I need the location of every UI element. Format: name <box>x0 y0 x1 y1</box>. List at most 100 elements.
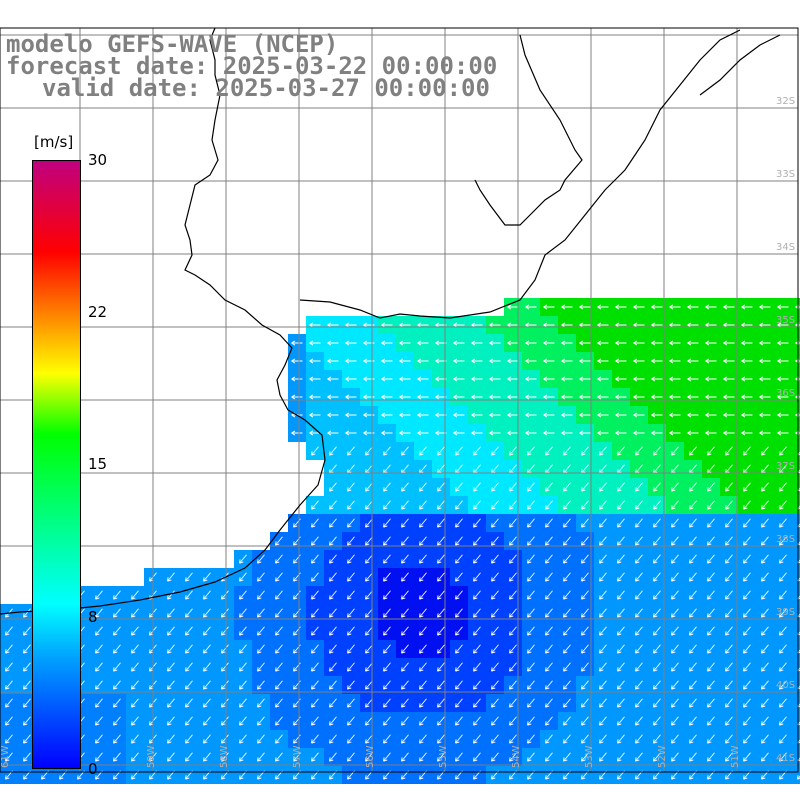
wind-arrow <box>363 376 375 382</box>
wind-arrow <box>671 752 679 762</box>
wind-speed-cell <box>792 766 800 784</box>
wind-arrow <box>491 752 499 762</box>
wind-arrow <box>779 518 787 528</box>
wind-arrow <box>275 644 283 654</box>
wind-arrow <box>275 608 283 618</box>
wind-arrow <box>561 304 573 310</box>
wind-arrow <box>653 482 661 492</box>
wind-arrow <box>617 752 625 762</box>
wind-arrow <box>725 752 733 762</box>
wind-arrow <box>437 644 445 654</box>
wind-arrow <box>381 340 393 346</box>
wind-arrow <box>779 698 787 708</box>
wind-arrow <box>437 752 445 762</box>
wind-arrow <box>309 412 321 418</box>
wind-arrow <box>363 340 375 346</box>
wind-arrow <box>543 376 555 382</box>
wind-arrow <box>725 536 733 546</box>
wind-arrow <box>581 500 589 510</box>
wind-arrow <box>221 608 229 618</box>
wind-arrow <box>167 680 175 690</box>
wind-arrow <box>617 644 625 654</box>
longitude-label: 53W <box>584 745 595 768</box>
latitude-label: 33S <box>776 169 795 180</box>
wind-arrow <box>599 716 607 726</box>
wind-arrow <box>705 394 717 400</box>
wind-arrow <box>455 554 463 564</box>
wind-arrow <box>617 662 625 672</box>
wind-arrow <box>527 662 535 672</box>
wind-arrow <box>489 412 501 418</box>
wind-arrow <box>743 698 751 708</box>
wind-arrow <box>561 340 573 346</box>
wind-arrow <box>525 430 537 436</box>
wind-speed-cell <box>792 550 800 568</box>
wind-arrow <box>543 340 555 346</box>
wind-arrow <box>779 500 787 510</box>
wind-arrow <box>563 662 571 672</box>
wind-arrow <box>309 358 321 364</box>
wind-arrow <box>347 680 355 690</box>
wind-arrow <box>401 608 409 618</box>
wind-arrow <box>579 394 591 400</box>
wind-arrow <box>525 412 537 418</box>
wind-arrow <box>725 734 733 744</box>
wind-arrow <box>725 446 733 456</box>
wind-arrow <box>257 554 265 564</box>
wind-arrow <box>617 500 625 510</box>
wind-arrow <box>723 358 735 364</box>
coastline <box>0 27 781 615</box>
wind-arrow <box>399 394 411 400</box>
wind-arrow <box>113 734 121 744</box>
wind-arrow <box>203 662 211 672</box>
wind-arrow <box>311 554 319 564</box>
wind-speed-cell <box>792 514 800 532</box>
wind-arrow <box>401 536 409 546</box>
wind-arrow <box>453 412 465 418</box>
wind-arrow <box>525 358 537 364</box>
wind-arrow <box>761 626 769 636</box>
wind-arrow <box>275 572 283 582</box>
wind-arrow <box>509 482 517 492</box>
wind-arrow <box>723 430 735 436</box>
wind-arrow <box>185 626 193 636</box>
wind-arrow <box>653 626 661 636</box>
wind-arrow <box>491 644 499 654</box>
wind-arrow <box>687 358 699 364</box>
wind-arrow <box>599 626 607 636</box>
wind-arrow <box>723 412 735 418</box>
wind-arrow <box>383 734 391 744</box>
wind-arrow <box>437 734 445 744</box>
wind-arrow <box>527 536 535 546</box>
wind-arrow <box>707 716 715 726</box>
wind-arrow <box>779 554 787 564</box>
wind-arrow <box>455 698 463 708</box>
wind-arrow <box>471 430 483 436</box>
wind-arrow <box>617 734 625 744</box>
wind-arrow <box>563 680 571 690</box>
wind-arrow <box>779 446 787 456</box>
wind-arrow <box>437 590 445 600</box>
wind-arrow <box>311 626 319 636</box>
wind-arrow <box>417 358 429 364</box>
wind-arrow <box>615 304 627 310</box>
wind-arrow <box>669 430 681 436</box>
wind-arrow <box>759 304 771 310</box>
wind-arrow <box>741 412 753 418</box>
wind-arrow <box>417 430 429 436</box>
wind-arrow <box>455 590 463 600</box>
wind-arrow <box>507 304 519 310</box>
wind-arrow <box>167 752 175 762</box>
wind-arrow <box>239 662 247 672</box>
wind-arrow <box>275 590 283 600</box>
wind-arrow <box>597 340 609 346</box>
wind-arrow <box>651 394 663 400</box>
wind-arrow <box>5 698 13 708</box>
wind-arrow <box>527 554 535 564</box>
wind-arrow <box>509 572 517 582</box>
wind-arrow <box>759 340 771 346</box>
wind-arrow <box>761 536 769 546</box>
wind-arrow <box>203 716 211 726</box>
wind-arrow <box>363 412 375 418</box>
wind-speed-cell <box>792 676 800 694</box>
